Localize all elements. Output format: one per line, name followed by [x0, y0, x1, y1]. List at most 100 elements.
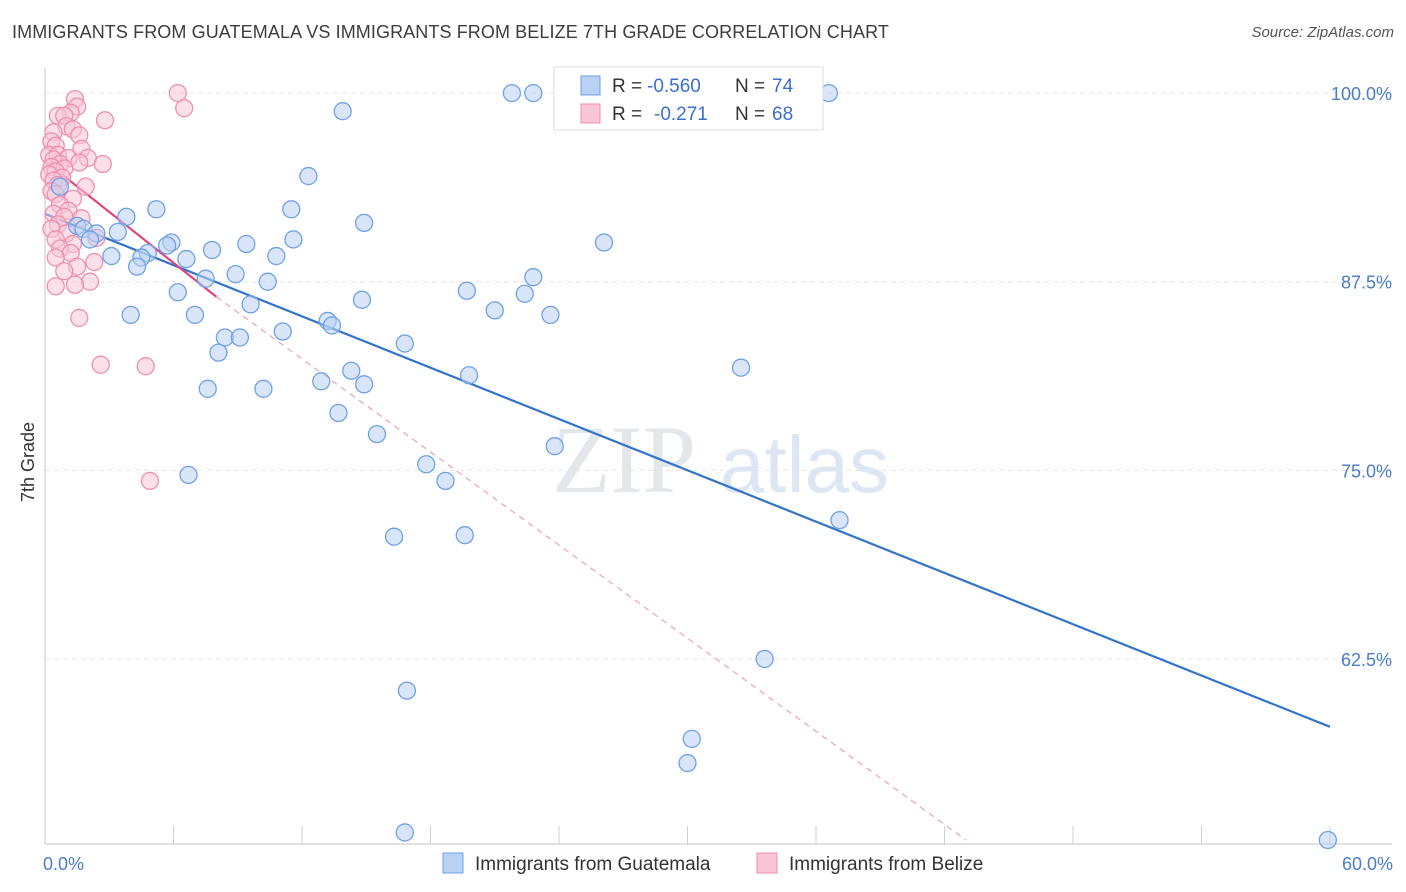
point-belize-7 — [95, 111, 115, 130]
point-belize-52 — [65, 275, 85, 294]
bottom-legend-swatch-belize — [756, 852, 778, 874]
point-guatemala-52 — [198, 379, 217, 398]
legend-n-label-2: N = — [735, 104, 765, 125]
point-guatemala-9 — [354, 213, 374, 233]
x-tick-label-max: 60.0% — [1342, 854, 1393, 874]
point-belize-48 — [85, 252, 104, 272]
point-guatemala-38 — [185, 305, 205, 325]
point-guatemala-1 — [524, 83, 543, 103]
point-guatemala-34 — [352, 290, 372, 309]
legend-swatch-guatemala — [580, 75, 601, 96]
point-guatemala-22 — [102, 246, 121, 266]
point-guatemala-26 — [127, 257, 147, 276]
point-guatemala-58 — [179, 465, 198, 484]
point-guatemala-41 — [322, 316, 342, 335]
point-guatemala-37 — [121, 305, 140, 325]
chart-title: IMMIGRANTS FROM GUATEMALA VS IMMIGRANTS … — [12, 22, 889, 42]
bottom-legend: Immigrants from Guatemala Immigrants fro… — [442, 852, 983, 875]
y-tick-label-1: 75.0% — [1341, 461, 1392, 481]
point-guatemala-15 — [284, 230, 303, 249]
point-guatemala-66 — [678, 753, 697, 773]
point-guatemala-44 — [230, 328, 250, 347]
point-guatemala-6 — [282, 200, 301, 219]
point-guatemala-53 — [254, 379, 273, 398]
point-guatemala-62 — [455, 526, 474, 545]
y-tick-label-3: 100.0% — [1331, 84, 1392, 104]
point-guatemala-59 — [436, 471, 455, 491]
point-guatemala-49 — [459, 366, 479, 385]
watermark-atlas: atlas — [720, 420, 889, 509]
point-guatemala-33 — [515, 284, 534, 303]
point-guatemala-42 — [273, 322, 292, 341]
point-guatemala-29 — [196, 269, 215, 288]
point-belize-53 — [46, 277, 65, 296]
point-belize-0 — [168, 83, 187, 103]
legend-r-value-1: -0.560 — [647, 76, 701, 97]
point-guatemala-64 — [397, 681, 417, 700]
x-tick-label-min: 0.0% — [43, 854, 84, 874]
point-guatemala-20 — [202, 240, 222, 260]
point-guatemala-45 — [395, 334, 414, 353]
point-guatemala-57 — [417, 455, 436, 474]
point-guatemala-51 — [354, 375, 374, 394]
point-guatemala-30 — [258, 272, 277, 291]
point-guatemala-14 — [80, 230, 100, 249]
point-guatemala-32 — [168, 283, 187, 302]
legend: R = -0.560 N = 74 R = -0.271 N = 68 — [553, 66, 824, 131]
point-guatemala-4 — [299, 166, 318, 186]
legend-r-label-2: R = — [612, 104, 642, 125]
legend-r-value-2: -0.271 — [654, 104, 708, 125]
point-belize-56 — [136, 357, 155, 376]
point-belize-57 — [140, 471, 160, 491]
point-belize-54 — [70, 308, 89, 328]
point-belize-30 — [76, 177, 95, 196]
tick-labels: 62.5% 75.0% 87.5% 100.0% 0.0% 60.0% — [43, 84, 1393, 874]
point-guatemala-65 — [682, 729, 701, 749]
point-guatemala-56 — [545, 437, 564, 456]
watermark-zip: ZIP — [552, 406, 696, 513]
point-guatemala-25 — [177, 249, 196, 269]
trend-lines — [44, 160, 1331, 841]
legend-n-value-1: 74 — [772, 76, 794, 97]
point-belize-55 — [91, 355, 110, 374]
point-guatemala-39 — [541, 305, 560, 325]
point-guatemala-55 — [367, 424, 387, 444]
point-guatemala-31 — [457, 281, 477, 300]
point-guatemala-5 — [50, 177, 70, 196]
point-guatemala-0 — [502, 83, 522, 103]
point-guatemala-60 — [830, 510, 849, 530]
point-guatemala-63 — [755, 649, 774, 669]
point-belize-22 — [93, 154, 112, 174]
legend-n-value-2: 68 — [772, 104, 793, 125]
point-guatemala-48 — [342, 361, 361, 380]
point-guatemala-18 — [237, 234, 256, 254]
data-points — [40, 83, 1338, 850]
point-guatemala-36 — [485, 301, 504, 320]
bottom-legend-swatch-guatemala — [442, 852, 464, 874]
point-guatemala-19 — [157, 236, 177, 255]
bottom-legend-label-guatemala: Immigrants from Guatemala — [475, 854, 711, 875]
grid-lines — [45, 92, 1392, 660]
point-guatemala-28 — [524, 268, 543, 287]
point-guatemala-27 — [226, 265, 245, 284]
trend-line-guatemala — [44, 212, 1331, 728]
point-guatemala-12 — [108, 222, 127, 242]
point-guatemala-8 — [117, 207, 136, 226]
point-guatemala-50 — [312, 372, 331, 391]
legend-n-label-1: N = — [735, 76, 765, 97]
trend-line-belize-extension — [215, 296, 967, 841]
trend-line-belize — [44, 160, 218, 298]
point-guatemala-54 — [329, 403, 348, 423]
legend-swatch-belize — [580, 103, 601, 124]
point-guatemala-17 — [594, 233, 614, 252]
point-belize-51 — [80, 272, 100, 291]
point-belize-47 — [46, 248, 65, 267]
point-guatemala-7 — [147, 200, 166, 219]
point-guatemala-23 — [267, 246, 286, 266]
point-guatemala-68 — [1318, 830, 1338, 850]
y-axis-label: 7th Grade — [18, 422, 38, 502]
point-belize-50 — [55, 261, 74, 281]
point-guatemala-35 — [241, 295, 260, 314]
point-guatemala-46 — [209, 343, 228, 362]
